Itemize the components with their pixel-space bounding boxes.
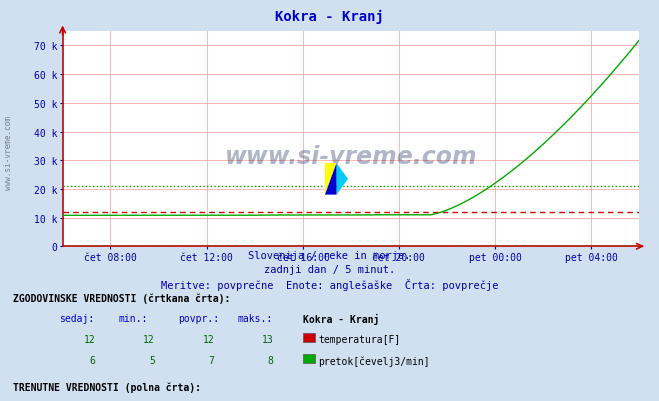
Text: min.:: min.: (119, 314, 148, 324)
Text: 12: 12 (143, 334, 155, 344)
Text: 8: 8 (268, 355, 273, 365)
Text: zadnji dan / 5 minut.: zadnji dan / 5 minut. (264, 265, 395, 275)
Text: 6: 6 (90, 355, 96, 365)
Polygon shape (325, 164, 337, 195)
Text: maks.:: maks.: (237, 314, 272, 324)
Text: Kokra - Kranj: Kokra - Kranj (275, 10, 384, 24)
Polygon shape (337, 164, 348, 195)
Text: povpr.:: povpr.: (178, 314, 219, 324)
Text: 5: 5 (149, 355, 155, 365)
Text: 7: 7 (208, 355, 214, 365)
Text: 12: 12 (202, 334, 214, 344)
Text: www.si-vreme.com: www.si-vreme.com (4, 115, 13, 189)
Text: ZGODOVINSKE VREDNOSTI (črtkana črta):: ZGODOVINSKE VREDNOSTI (črtkana črta): (13, 293, 231, 303)
Text: Kokra - Kranj: Kokra - Kranj (303, 314, 380, 324)
Text: 13: 13 (262, 334, 273, 344)
Text: pretok[čevelj3/min]: pretok[čevelj3/min] (318, 355, 430, 366)
Text: Meritve: povprečne  Enote: anglešaške  Črta: povprečje: Meritve: povprečne Enote: anglešaške Črt… (161, 279, 498, 291)
Text: www.si-vreme.com: www.si-vreme.com (225, 144, 477, 168)
Text: temperatura[F]: temperatura[F] (318, 334, 401, 344)
Text: 12: 12 (84, 334, 96, 344)
Polygon shape (325, 164, 337, 195)
Text: Slovenija / reke in morje.: Slovenija / reke in morje. (248, 251, 411, 261)
Text: sedaj:: sedaj: (59, 314, 94, 324)
Text: TRENUTNE VREDNOSTI (polna črta):: TRENUTNE VREDNOSTI (polna črta): (13, 381, 201, 392)
